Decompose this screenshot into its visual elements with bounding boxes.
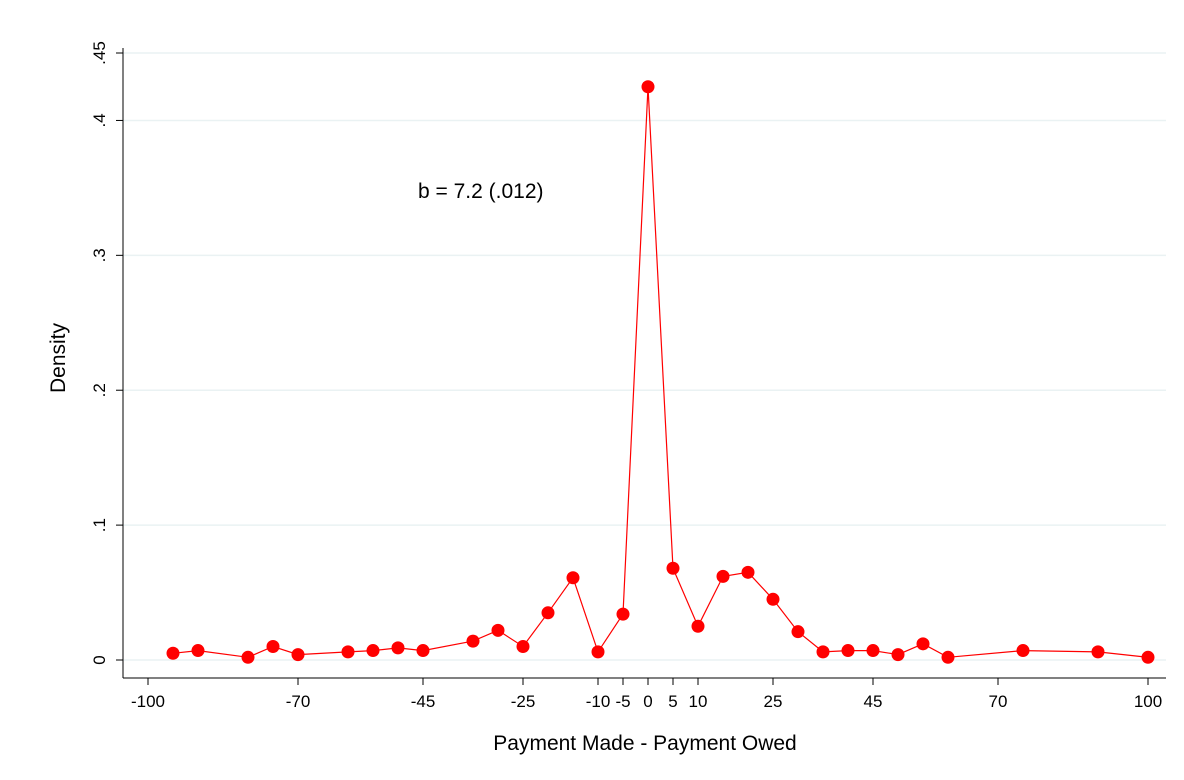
data-point [641,80,655,94]
data-point [341,645,355,659]
data-point [491,623,505,637]
annotation-label: b = 7.2 (.012) [418,180,544,203]
data-point [291,648,305,662]
data-point [841,644,855,658]
data-point [1141,650,1155,664]
y-tick-label: .45 [90,41,109,65]
x-tick-label: 5 [668,692,677,711]
x-tick-label: -100 [131,692,165,711]
data-point [541,606,555,620]
data-point [916,637,930,651]
data-point [666,561,680,575]
x-tick-label: 0 [643,692,652,711]
x-ticks: -100 -70 -45 -25 -10 -5 0 5 10 25 45 70 100 [131,678,1162,711]
y-tick-label: 0 [90,655,109,664]
x-tick-label: -5 [615,692,630,711]
x-tick-label: -45 [411,692,436,711]
data-point [366,644,380,658]
data-point [816,645,830,659]
data-point [741,565,755,579]
data-point [866,644,880,658]
y-tick-label: .4 [90,113,109,127]
y-ticks: 0 .1 .2 .3 .4 .45 [90,41,123,665]
data-point [1016,644,1030,658]
data-point [566,571,580,585]
data-point [691,619,705,633]
grid-lines [123,52,1166,661]
data-point [891,648,905,662]
axes [122,48,1166,679]
data-point [266,640,280,654]
x-tick-label: 10 [689,692,708,711]
data-point [416,644,430,658]
data-point [616,607,630,621]
x-tick-label: 100 [1134,692,1162,711]
series-line [172,86,1149,658]
data-point [391,641,405,655]
data-point [941,650,955,664]
x-tick-label: -25 [511,692,536,711]
x-tick-label: 70 [989,692,1008,711]
data-point [241,650,255,664]
y-tick-label: .3 [90,248,109,262]
y-axis-title: Density [47,322,70,393]
x-tick-label: 45 [864,692,883,711]
series [166,80,1155,664]
data-point [791,625,805,639]
data-point [766,592,780,606]
x-tick-label: -10 [586,692,611,711]
data-point [166,646,180,660]
y-tick-label: .1 [90,518,109,532]
x-tick-label: 25 [764,692,783,711]
data-point [1091,645,1105,659]
data-point [591,645,605,659]
data-point [466,634,480,648]
data-point [191,644,205,658]
y-tick-label: .2 [90,383,109,397]
x-tick-label: -70 [286,692,311,711]
data-point [716,569,730,583]
x-axis-title: Payment Made - Payment Owed [493,732,796,755]
data-point [516,640,530,654]
